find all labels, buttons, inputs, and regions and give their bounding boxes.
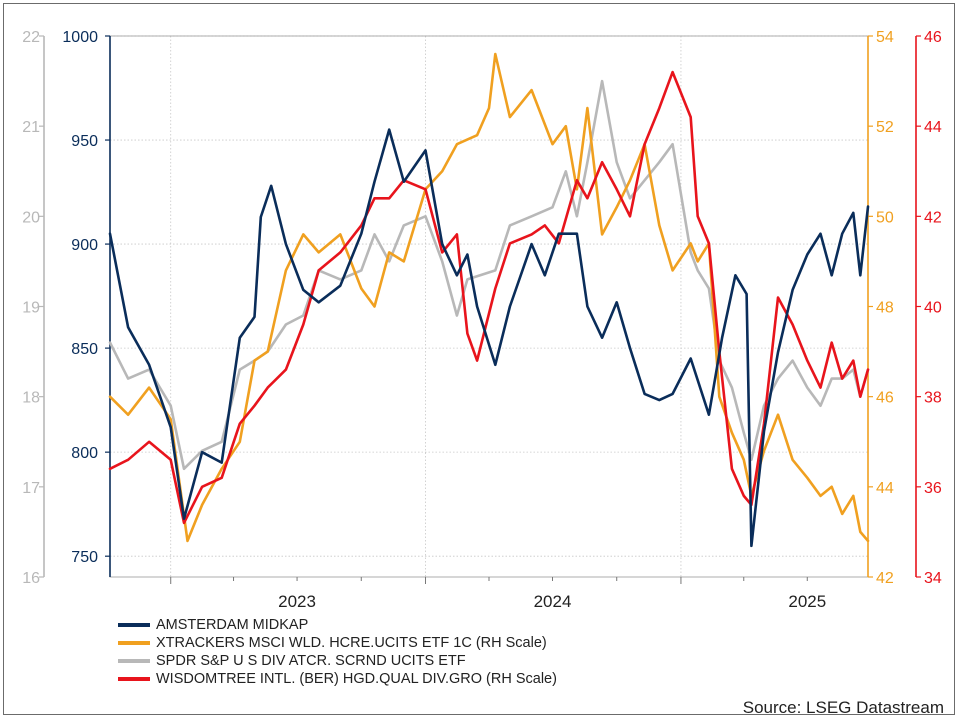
chart-frame [3,3,955,715]
tick-label: 800 [71,445,98,462]
tick-label: 36 [924,480,942,497]
x-tick-label: 2023 [278,592,316,611]
tick-label: 18 [22,390,40,407]
legend-label: SPDR S&P U S DIV ATCR. SCRND UCITS ETF [156,653,466,669]
legend-item-wisdomtree: WISDOMTREE INTL. (BER) HGD.QUAL DIV.GRO … [118,670,557,688]
grid-lines [110,35,868,577]
tick-label: 16 [22,570,40,587]
legend-swatch [118,677,150,681]
series-line-3 [108,70,870,525]
tick-label: 750 [71,549,98,566]
tick-label: 52 [876,119,894,136]
tick-label: 40 [924,300,942,317]
tick-label: 46 [876,390,894,407]
tick-label: 950 [71,133,98,150]
tick-label: 34 [924,570,942,587]
tick-label: 46 [924,29,942,46]
tick-label: 19 [22,300,40,317]
tick-label: 50 [876,209,894,226]
tick-label: 900 [71,237,98,254]
tick-label: 22 [22,29,40,46]
tick-label: 17 [22,480,40,497]
legend-item-spdr: SPDR S&P U S DIV ATCR. SCRND UCITS ETF [118,652,557,670]
series-line-1 [108,52,870,543]
axes: 16 17 18 19 20 21 22 750 800 850 900 950 1000 42 44 46 4… [22,29,942,611]
series-line-0 [108,128,870,548]
legend-item-amsterdam-midkap: AMSTERDAM MIDKAP [118,616,557,634]
legend-label: XTRACKERS MSCI WLD. HCRE.UCITS ETF 1C (R… [156,635,547,651]
x-tick-label: 2025 [788,592,826,611]
tick-label: 48 [876,300,894,317]
legend-swatch [118,659,150,663]
legend-item-xtrackers: XTRACKERS MSCI WLD. HCRE.UCITS ETF 1C (R… [118,634,557,652]
legend: AMSTERDAM MIDKAP XTRACKERS MSCI WLD. HCR… [118,616,557,688]
source-note: Source: LSEG Datastream [742,698,944,717]
tick-label: 44 [876,480,894,497]
legend-swatch [118,641,150,645]
tick-label: 42 [924,209,942,226]
tick-label: 850 [71,341,98,358]
tick-label: 54 [876,29,894,46]
tick-label: 38 [924,390,942,407]
tick-label: 21 [22,119,40,136]
series-line-2 [108,79,870,471]
legend-swatch [118,623,150,627]
tick-label: 44 [924,119,942,136]
x-tick-label: 2024 [534,592,572,611]
legend-label: WISDOMTREE INTL. (BER) HGD.QUAL DIV.GRO … [156,671,557,687]
tick-label: 1000 [62,29,98,46]
tick-label: 42 [876,570,894,587]
series-lines [108,52,870,548]
tick-label: 20 [22,209,40,226]
legend-label: AMSTERDAM MIDKAP [156,617,309,633]
plot-border [109,35,869,578]
